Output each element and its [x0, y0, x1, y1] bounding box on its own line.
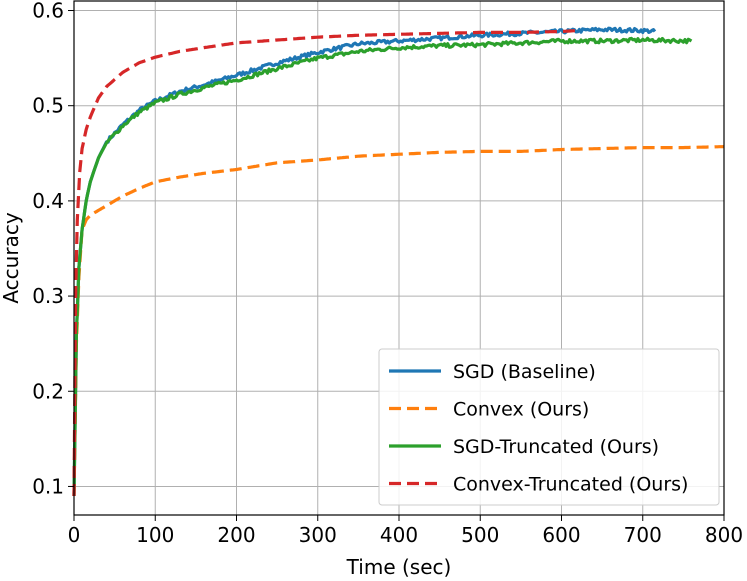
y-axis-label: Accuracy [0, 212, 23, 303]
series-lines [72, 26, 725, 497]
y-tick-label: 0.6 [32, 0, 64, 23]
x-tick-label: 600 [542, 523, 580, 547]
y-tick-label: 0.1 [32, 474, 64, 498]
y-tick-label: 0.4 [32, 189, 64, 213]
y-tick-label: 0.5 [32, 94, 64, 118]
series-line-convex-ours [72, 145, 725, 497]
axis-ticks: 0 100 200 300 400 500 600 700 800 0.1 0.2 0.3 0.4 0.5… [32, 0, 743, 547]
legend-label: SGD-Truncated (Ours) [453, 436, 659, 458]
legend-label: SGD (Baseline) [453, 361, 596, 383]
x-tick-label: 100 [136, 523, 174, 547]
x-axis-label: Time (sec) [346, 555, 452, 579]
series-line-convex-truncated-ours [72, 28, 578, 497]
legend-box [378, 348, 720, 506]
x-tick-label: 0 [68, 523, 81, 547]
grid [73, 1, 725, 515]
x-tick-label: 200 [217, 523, 255, 547]
x-tick-label: 400 [380, 523, 418, 547]
legend: SGD (Baseline) Convex (Ours) SGD-Truncated… [378, 348, 720, 506]
x-tick-label: 300 [299, 523, 337, 547]
series-line-sgd-truncated-ours [72, 36, 693, 497]
x-tick-label: 800 [705, 523, 743, 547]
x-tick-label: 700 [624, 523, 662, 547]
legend-label: Convex (Ours) [453, 399, 589, 421]
legend-label: Convex-Truncated (Ours) [453, 474, 688, 496]
y-tick-label: 0.3 [32, 284, 64, 308]
y-tick-label: 0.2 [32, 379, 64, 403]
x-tick-label: 500 [461, 523, 499, 547]
